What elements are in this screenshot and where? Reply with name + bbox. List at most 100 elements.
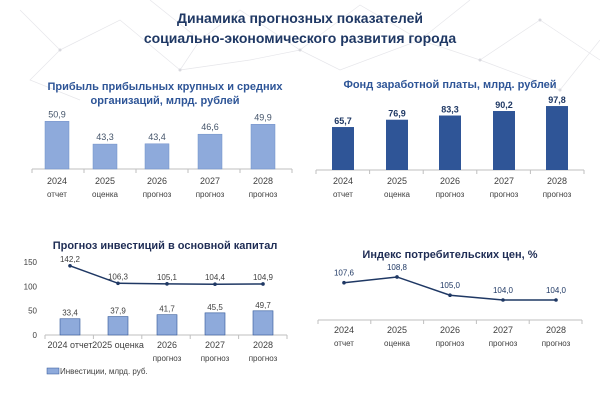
cpi-category-label: прогноз [489, 339, 518, 348]
cpi-category-label: 2028 [546, 325, 566, 335]
cpi-category-label: отчет [334, 339, 354, 348]
cpi-data-label: 104,0 [493, 286, 514, 295]
investment-bar-label: 33,4 [62, 309, 78, 318]
investment-bar-label: 37,9 [110, 307, 126, 316]
wages-bar [439, 115, 461, 170]
wages-category-label: прогноз [436, 190, 465, 199]
profit-bar [92, 143, 118, 170]
profit-data-label: 50,9 [48, 109, 66, 119]
cpi-category-label: прогноз [436, 339, 465, 348]
investment-bar [156, 314, 178, 336]
investment-category-label: 2027 [205, 340, 225, 350]
profit-data-label: 43,3 [96, 132, 114, 142]
profit-bar [197, 133, 223, 170]
wages-category-label: прогноз [490, 190, 519, 199]
investment-line-point [68, 263, 72, 268]
wages-bar [332, 127, 354, 170]
profit-category-label: прогноз [143, 190, 172, 199]
wages-chart-title: Фонд заработной платы, млрд. рублей [343, 79, 557, 91]
wages-bar [546, 106, 568, 170]
investment-y-tick-label: 150 [24, 258, 38, 267]
cpi-chart-title: Индекс потребительских цен, % [362, 249, 538, 261]
profit-category-label: 2027 [200, 176, 220, 186]
profit-category-label: 2024 [47, 176, 67, 186]
slide-title-line1: Динамика прогнозных показателей [176, 10, 423, 26]
investment-category-label: 2024 отчет [48, 340, 93, 350]
investment-bar [204, 312, 226, 336]
profit-chart-title: Прибыль прибыльных крупных и средних орг… [40, 80, 290, 108]
cpi-category-label: 2025 [387, 325, 407, 335]
wages-category-label: 2027 [494, 176, 514, 186]
investment-y-tick-label: 0 [33, 331, 38, 340]
cpi-line-point [554, 298, 558, 302]
investment-chart-title: Прогноз инвестиций в основной капитал [52, 240, 278, 252]
investment-y-tick-label: 100 [24, 282, 38, 291]
profit-data-label: 43,4 [148, 132, 166, 142]
cpi-line-point [501, 298, 505, 302]
investment-legend-swatch [46, 367, 60, 375]
cpi-data-label: 105,0 [440, 281, 461, 290]
profit-category-label: 2026 [147, 176, 167, 186]
investment-line-label: 106,3 [108, 272, 129, 281]
wages-data-label: 97,8 [548, 95, 566, 105]
profit-category-label: отчет [47, 190, 67, 199]
investment-bar [59, 318, 81, 336]
cpi-category-label: прогноз [542, 339, 571, 348]
wages-category-label: 2028 [547, 176, 567, 186]
investment-bar-label: 41,7 [159, 305, 175, 314]
investment-category-label: прогноз [249, 354, 278, 363]
profit-title-line1: Прибыль прибыльных крупных и средних [47, 81, 283, 93]
wages-category-label: отчет [333, 190, 353, 199]
investment-legend-label: Инвестиции, млрд. руб. [60, 367, 148, 376]
profit-bar [144, 143, 170, 170]
investment-line-label: 105,1 [157, 273, 178, 282]
wages-category-label: прогноз [543, 190, 572, 199]
investment-line-point [261, 282, 265, 286]
investment-bar-label: 49,7 [255, 301, 271, 310]
investment-line-point [213, 282, 217, 286]
profit-category-label: 2028 [253, 176, 273, 186]
slide-title: Динамика прогнозных показателей социальн… [0, 8, 600, 48]
cpi-data-label: 108,8 [387, 263, 408, 272]
investment-category-label: прогноз [201, 354, 230, 363]
profit-data-label: 46,6 [201, 122, 219, 132]
investment-line-label: 104,4 [205, 273, 226, 282]
wages-bar [493, 111, 515, 170]
investment-line-label: 104,9 [253, 273, 274, 282]
investment-category-label: 2028 [253, 340, 273, 350]
cpi-line-point [448, 293, 452, 298]
wages-data-label: 65,7 [334, 116, 352, 126]
profit-bar [250, 124, 276, 170]
wages-bar [386, 119, 408, 170]
wages-category-label: 2025 [387, 176, 407, 186]
investment-line-point [116, 281, 120, 286]
investment-bar-label: 45,5 [207, 303, 223, 312]
slide-title-line2: социально-экономического развития города [143, 30, 457, 46]
profit-category-label: 2025 [95, 176, 115, 186]
investment-line-label: 142,2 [60, 255, 81, 264]
cpi-line-point [342, 280, 346, 285]
wages-data-label: 90,2 [495, 100, 513, 110]
investment-y-tick-label: 50 [28, 307, 37, 316]
wages-category-label: оценка [384, 190, 410, 199]
cpi-category-label: 2024 [334, 325, 354, 335]
cpi-line-point [395, 275, 399, 279]
investment-category-label: 2025 оценка [92, 340, 144, 350]
investment-line-point [165, 282, 169, 286]
investment-bar [107, 316, 129, 336]
profit-category-label: прогноз [249, 190, 278, 199]
wages-category-label: 2024 [333, 176, 353, 186]
wages-category-label: 2026 [440, 176, 460, 186]
wages-data-label: 83,3 [441, 105, 459, 115]
profit-category-label: прогноз [196, 190, 225, 199]
profit-category-label: оценка [92, 190, 118, 199]
investment-category-label: прогноз [153, 354, 182, 363]
cpi-category-label: 2026 [440, 325, 460, 335]
investment-category-label: 2026 [157, 340, 177, 350]
cpi-data-label: 107,6 [334, 269, 355, 278]
investment-bar [252, 310, 274, 336]
wages-data-label: 76,9 [388, 109, 406, 119]
cpi-category-label: 2027 [493, 325, 513, 335]
